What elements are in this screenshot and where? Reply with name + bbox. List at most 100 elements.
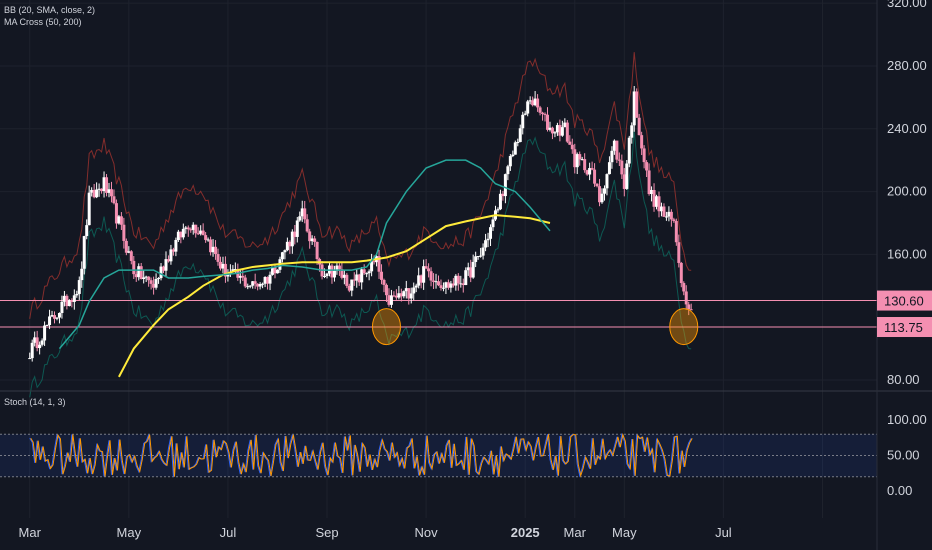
candle-body [362,269,366,274]
candle-body [610,150,614,163]
candle-body [30,342,34,359]
candle-body [397,293,401,298]
candle-body [437,281,440,286]
candle-body [429,271,433,281]
candle-body [684,291,688,305]
candle-body [456,275,460,284]
price-badge-text: 130.60 [884,294,924,309]
candle-body [85,225,89,237]
candle-body [90,189,94,193]
candle-body [209,239,213,253]
indicator-label-stoch[interactable]: Stoch (14, 1, 3) [4,397,66,407]
candle-body [315,241,319,260]
candle-body [659,206,663,212]
candle-body [62,295,66,302]
candle-body [142,277,146,280]
candle-body [283,250,287,253]
candle-body [149,280,153,284]
candle-body [652,189,656,207]
candle-body [476,256,480,258]
price-badges: 130.60 113.75 [877,290,932,338]
candle-body [630,125,634,138]
price-badge-text: 113.75 [884,320,923,335]
candle-body [543,113,547,115]
candle-body [77,280,81,294]
candle-body [360,269,364,283]
stoch-tick-label: 100.00 [887,412,927,427]
candle-body [139,266,143,280]
candle-body [35,337,39,349]
candle-body [489,227,493,239]
time-tick-label: Jul [715,525,732,540]
candle-body [620,160,624,175]
candle-body [117,216,121,224]
candle-body [645,162,649,171]
candle-body [669,211,673,220]
candle-body [533,98,537,106]
candle-body [399,293,403,297]
price-badge [877,290,932,311]
candle-body [546,114,550,130]
candle-body [308,231,312,242]
candle-body [588,168,592,175]
candle-body [325,273,329,276]
candle-body [345,274,349,286]
candle-body [607,162,611,175]
price-axis[interactable]: 320.00 280.00 240.00 200.00 160.00 80.00 [887,0,927,387]
candle-body [261,283,265,285]
stoch-d [30,432,693,478]
candle-body [206,239,210,241]
time-tick-label: Sep [315,525,338,540]
candle-body [625,163,629,189]
bollinger-bands [29,52,692,398]
candle-body [285,241,289,251]
candle-body [370,261,374,272]
candle-body [152,283,156,288]
candle-body [372,261,376,263]
time-tick-label: Jul [220,525,237,540]
grid [0,0,877,518]
candle-body [303,208,307,220]
candle-body [243,277,247,287]
stoch-axis[interactable]: 100.00 50.00 0.00 [887,412,927,498]
candle-body [637,117,641,136]
stoch-tick-label: 0.00 [887,483,912,498]
stochastic-lines [29,432,693,478]
candle-body [258,284,262,287]
time-tick-label: May [612,525,637,540]
candle-body [434,281,438,283]
candle-body [137,266,141,278]
indicator-label-ma-cross[interactable]: MA Cross (50, 200) [4,17,82,27]
candle-body [357,274,361,283]
candle-body [288,241,292,247]
time-axis[interactable]: Mar May Jul Sep Nov 2025 Mar May Jul [19,525,732,540]
candle-body [337,265,341,270]
candle-body [501,193,505,197]
candles [28,86,693,362]
candle-body [605,174,609,189]
candle-body [256,283,260,287]
ma-200 [118,214,551,378]
candle-body [189,229,193,231]
candle-body [563,122,567,128]
candle-body [612,140,616,151]
candle-body [427,268,431,272]
indicator-label-bb[interactable]: BB (20, SMA, close, 2) [4,5,96,15]
candle-body [498,193,502,210]
candle-body [466,267,470,271]
candle-body [293,231,297,237]
candle-body [271,266,275,275]
candle-body [496,209,500,211]
candle-body [144,276,148,278]
time-tick-label: Mar [19,525,42,540]
price-tick-label: 80.00 [887,372,920,387]
candle-body [273,266,277,274]
candle-body [70,300,74,302]
candle-body [674,221,678,243]
stoch-band [0,433,877,478]
candle-body [157,278,161,280]
moving-averages [58,159,551,378]
candle-body [55,317,59,319]
candle-body [516,141,520,143]
